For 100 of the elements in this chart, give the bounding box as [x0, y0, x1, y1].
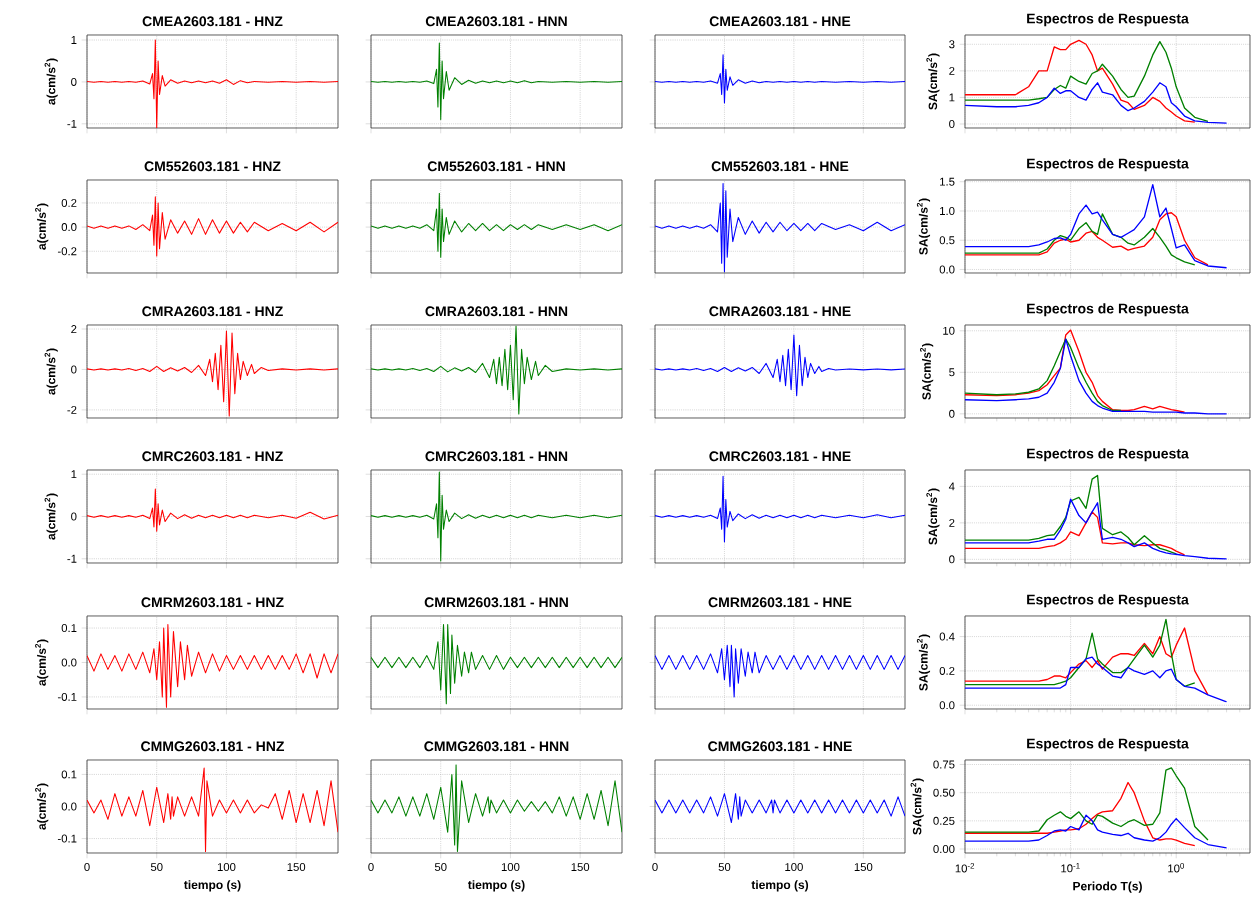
- y-tick-label: -2: [67, 405, 77, 414]
- y-tick-label: 0.25: [933, 816, 955, 825]
- y-tick-label: 2: [949, 518, 955, 527]
- y-tick-label: 0: [949, 555, 955, 564]
- y-tick-label: -0.1: [57, 692, 77, 701]
- line-series: [87, 488, 338, 532]
- y-axis-title: SA(cm/s$^{2}$): [926, 53, 940, 110]
- y-tick-label: 5: [949, 368, 955, 377]
- y-tick-label: -1: [67, 119, 77, 128]
- y-tick-label: 0.75: [933, 760, 955, 769]
- y-tick-label: 0.00: [933, 845, 955, 854]
- y-tick-label: 0.1: [61, 624, 77, 633]
- chart-title: Espectros de Respuesta: [1027, 448, 1189, 462]
- y-axis-title: a(cm/s$^{2}$): [35, 639, 49, 686]
- y-tick-label: 0.50: [933, 788, 955, 797]
- y-tick-label: 3: [949, 40, 955, 49]
- chart-title: Espectros de Respuesta: [1027, 738, 1189, 752]
- y-tick-label: 0.0: [939, 701, 955, 710]
- x-tick-label: 150: [854, 863, 873, 872]
- y-axis-title: SA(cm/s$^{2}$): [916, 634, 931, 691]
- y-axis-title: SA(cm/s$^{2}$): [910, 778, 924, 835]
- line-series: [87, 767, 338, 852]
- y-tick-label: 0.0: [61, 802, 77, 811]
- x-tick-label: 10$^{-2}$: [955, 863, 975, 873]
- x-tick-label: 50: [434, 863, 447, 872]
- y-tick-label: 0.0: [939, 265, 955, 274]
- y-tick-label: 1: [949, 93, 955, 102]
- chart-title: CMRA2603.181 - HNE: [709, 306, 851, 317]
- y-tick-label: 1: [71, 470, 77, 479]
- y-tick-label: 0.5: [939, 236, 955, 245]
- chart-title: CM552603.181 - HNN: [427, 161, 565, 172]
- chart-title: CMMG2603.181 - HNN: [424, 741, 569, 752]
- chart-title: CMRC2603.181 - HNE: [709, 451, 851, 462]
- chart-title: CM552603.181 - HNE: [711, 161, 849, 172]
- x-axis-title: tiempo (s): [751, 880, 809, 892]
- x-axis-title: tiempo (s): [183, 880, 241, 892]
- chart-title: CMEA2603.181 - HNN: [425, 16, 567, 27]
- y-tick-label: 0.2: [61, 198, 77, 207]
- chart-title: Espectros de Respuesta: [1027, 594, 1189, 608]
- y-tick-label: 0: [71, 77, 77, 86]
- x-tick-label: 150: [287, 863, 306, 872]
- y-tick-label: 10: [943, 326, 955, 335]
- chart-title: CMRC2603.181 - HNN: [425, 451, 568, 462]
- chart-title: CMRC2603.181 - HNZ: [142, 451, 283, 462]
- y-tick-label: 0: [71, 365, 77, 374]
- chart-title: CMRM2603.181 - HNZ: [141, 597, 284, 608]
- y-tick-label: 1.5: [940, 177, 955, 186]
- x-tick-label: 0: [368, 863, 374, 872]
- y-tick-label: 0.1: [61, 770, 77, 779]
- x-tick-label: 10$^{0}$: [1168, 863, 1185, 873]
- x-tick-label: 100: [785, 863, 803, 872]
- y-tick-label: 0.2: [939, 666, 955, 675]
- line-series: [87, 330, 338, 417]
- line-series: [87, 39, 338, 128]
- y-axis-title: a(cm/s$^{2}$): [44, 58, 58, 105]
- y-tick-label: 0.4: [939, 632, 955, 641]
- x-tick-label: 100: [501, 863, 520, 872]
- y-tick-label: 1.0: [940, 206, 955, 215]
- line-series: [87, 196, 338, 257]
- y-tick-label: 2: [949, 66, 955, 75]
- chart-title: CMEA2603.181 - HNE: [709, 16, 851, 27]
- x-tick-label: 10$^{-1}$: [1061, 863, 1080, 873]
- y-axis-title: SA(cm/s$^{2}$): [916, 198, 931, 255]
- y-tick-label: 0: [949, 120, 955, 129]
- y-tick-label: 2: [71, 325, 77, 333]
- y-axis-title: a(cm/s$^{2}$): [44, 348, 58, 395]
- chart-title: CMRM2603.181 - HNE: [708, 597, 852, 608]
- chart-title: CMRA2603.181 - HNZ: [142, 306, 283, 317]
- y-tick-label: 0.0: [61, 658, 77, 667]
- chart-title: CM552603.181 - HNZ: [144, 161, 281, 172]
- y-axis-title: a(cm/s$^{2}$): [35, 783, 49, 830]
- y-tick-label: 1: [71, 36, 77, 44]
- y-axis-title: SA(cm/s$^{2}$): [926, 488, 940, 545]
- y-axis-title: SA(cm/s$^{2}$): [920, 343, 934, 400]
- y-tick-label: -1: [67, 554, 77, 563]
- line-series: [87, 624, 338, 708]
- y-tick-label: 0.0: [61, 223, 77, 232]
- chart-title: Espectros de Respuesta: [1027, 303, 1189, 317]
- chart-title: CMMG2603.181 - HNE: [708, 741, 852, 752]
- chart-title: Espectros de Respuesta: [1027, 13, 1189, 27]
- x-tick-label: 0: [84, 863, 90, 872]
- chart-title: CMRM2603.181 - HNN: [424, 597, 568, 608]
- x-tick-label: 150: [571, 863, 590, 872]
- y-axis-title: a(cm/s$^{2}$): [35, 203, 49, 250]
- y-tick-label: 0: [949, 409, 955, 418]
- x-tick-label: 100: [217, 863, 236, 872]
- y-tick-label: -0.2: [57, 247, 77, 256]
- chart-title: CMMG2603.181 - HNZ: [141, 741, 285, 752]
- x-tick-label: 50: [718, 863, 731, 872]
- x-tick-label: 0: [652, 863, 658, 872]
- chart-title: Espectros de Respuesta: [1027, 158, 1189, 172]
- x-axis-title: Periodo T(s): [1073, 881, 1142, 893]
- y-tick-label: -0.1: [57, 834, 77, 843]
- y-tick-label: 0: [71, 512, 77, 521]
- x-axis-title: tiempo (s): [467, 880, 525, 892]
- y-tick-label: 4: [948, 482, 955, 491]
- y-axis-title: a(cm/s$^{2}$): [44, 493, 58, 540]
- chart-title: CMRA2603.181 - HNN: [425, 306, 568, 317]
- chart-title: CMEA2603.181 - HNZ: [142, 16, 283, 27]
- x-tick-label: 50: [150, 863, 163, 872]
